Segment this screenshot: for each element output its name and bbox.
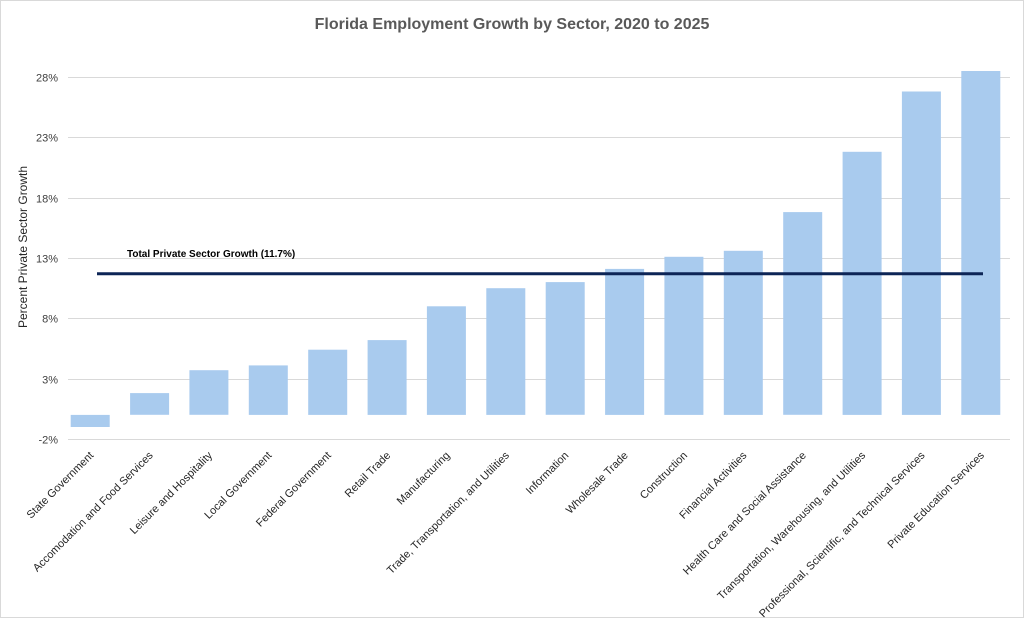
x-tick-label: Private Education Services	[885, 449, 987, 551]
bar	[664, 256, 704, 415]
bar	[545, 282, 585, 415]
y-axis-label: Percent Private Sector Growth	[16, 166, 30, 328]
x-tick-label: Trade, Transportation, and Utilities	[385, 449, 512, 576]
y-tick-label: 23%	[36, 133, 58, 145]
bar	[901, 91, 941, 415]
bar	[189, 370, 229, 415]
bar	[605, 268, 645, 415]
y-tick-label: 8%	[42, 314, 58, 326]
x-tick-label: Construction	[638, 450, 690, 502]
bar	[723, 250, 763, 415]
reference-line-group: Total Private Sector Growth (11.7%)	[97, 249, 983, 276]
y-tick-label: 13%	[36, 254, 58, 266]
y-tick-label: 3%	[42, 375, 58, 387]
bar	[70, 414, 110, 427]
bar	[367, 340, 407, 415]
bar	[130, 393, 170, 415]
y-tick-label: -2%	[38, 435, 58, 447]
bars	[70, 71, 1001, 427]
bar	[248, 365, 288, 415]
reference-line-label: Total Private Sector Growth (11.7%)	[127, 249, 295, 260]
chart-title: Florida Employment Growth by Sector, 202…	[315, 16, 710, 33]
y-tick-label: 18%	[36, 194, 58, 206]
bar	[308, 349, 348, 415]
x-tick-label: Health Care and Social Assistance	[681, 450, 809, 578]
x-tick-label: Wholesale Trade	[564, 450, 631, 517]
bar	[842, 151, 882, 415]
x-tick-label: Accomodation and Food Services	[31, 449, 156, 574]
bar	[783, 212, 823, 415]
bar	[426, 306, 466, 415]
y-axis-ticks: -2% 3% 8% 13% 18% 23% 28%	[36, 73, 58, 447]
x-tick-label: Manufacturing	[395, 450, 453, 508]
x-tick-label: Information	[524, 450, 571, 497]
y-tick-label: 28%	[36, 73, 58, 85]
x-tick-label: Retail Trade	[343, 450, 393, 500]
bar	[961, 71, 1001, 415]
bar	[486, 288, 526, 415]
